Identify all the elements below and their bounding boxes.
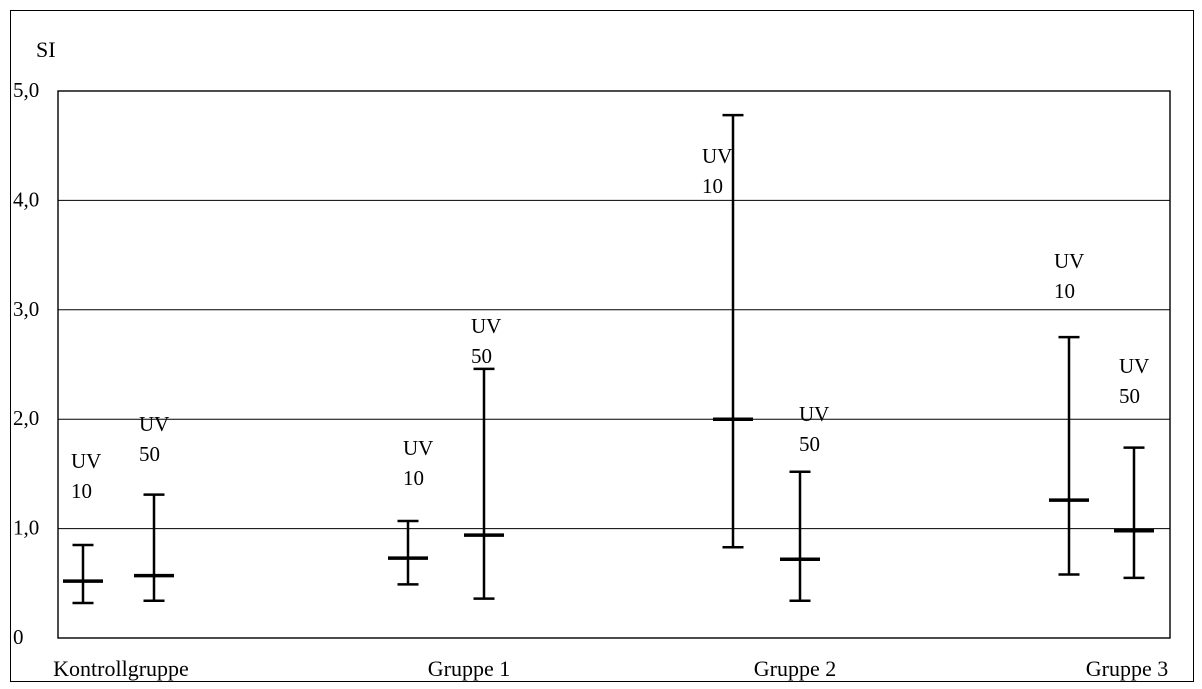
y-tick-label: 5,0 [13,78,39,102]
gridlines [58,199,1170,530]
bar-label-line1: UV [799,402,829,426]
x-category-labels: Kontrollgruppe Gruppe 1 Gruppe 2 Gruppe 3 [53,656,1168,681]
bar-label-line1: UV [1054,249,1084,273]
y-tick-label: 3,0 [13,297,39,321]
bar-label-line2: 10 [403,466,424,490]
y-tick-label: 4,0 [13,187,39,211]
bar-label-line2: 10 [71,479,92,503]
bar-label-line2: 50 [1119,384,1140,408]
x-category-label: Gruppe 3 [1086,656,1168,681]
error-bar: UV 50 [1114,354,1154,580]
bar-label-line2: 10 [702,174,723,198]
chart-frame: 0 1,0 2,0 3,0 4,0 5,0 SI UV 10 UV 50 UV 10 UV 50 UV 10 UV… [10,10,1194,682]
y-tick-label: 1,0 [13,516,39,540]
bar-label-line2: 50 [139,442,160,466]
error-bar: UV 50 [780,402,829,603]
y-tick-label: 0 [13,625,24,649]
error-bar: UV 10 [1049,249,1089,576]
error-bar: UV 10 [63,449,103,605]
x-category-label: Gruppe 2 [754,656,836,681]
y-tick-labels: 0 1,0 2,0 3,0 4,0 5,0 [13,78,39,649]
error-bar: UV 10 [702,113,753,549]
bar-label-line1: UV [403,436,433,460]
bar-label-line2: 50 [799,432,820,456]
x-category-label: Gruppe 1 [428,656,510,681]
plot-area-border [57,90,1171,639]
y-axis-label: SI [36,37,56,62]
bar-label-line1: UV [139,412,169,436]
bar-label-line1: UV [471,314,501,338]
error-bar: UV 50 [464,314,504,600]
bar-label-line2: 50 [471,344,492,368]
error-bar: UV 10 [388,436,433,586]
bar-label-line1: UV [71,449,101,473]
bar-label-line1: UV [702,144,732,168]
x-category-label: Kontrollgruppe [53,656,189,681]
bar-label-line2: 10 [1054,279,1075,303]
bar-label-line1: UV [1119,354,1149,378]
error-bars: UV 10 UV 50 UV 10 UV 50 UV 10 UV 50 UV 10 UV 50 [63,113,1154,605]
y-tick-label: 2,0 [13,406,39,430]
error-bar: UV 50 [134,412,174,603]
